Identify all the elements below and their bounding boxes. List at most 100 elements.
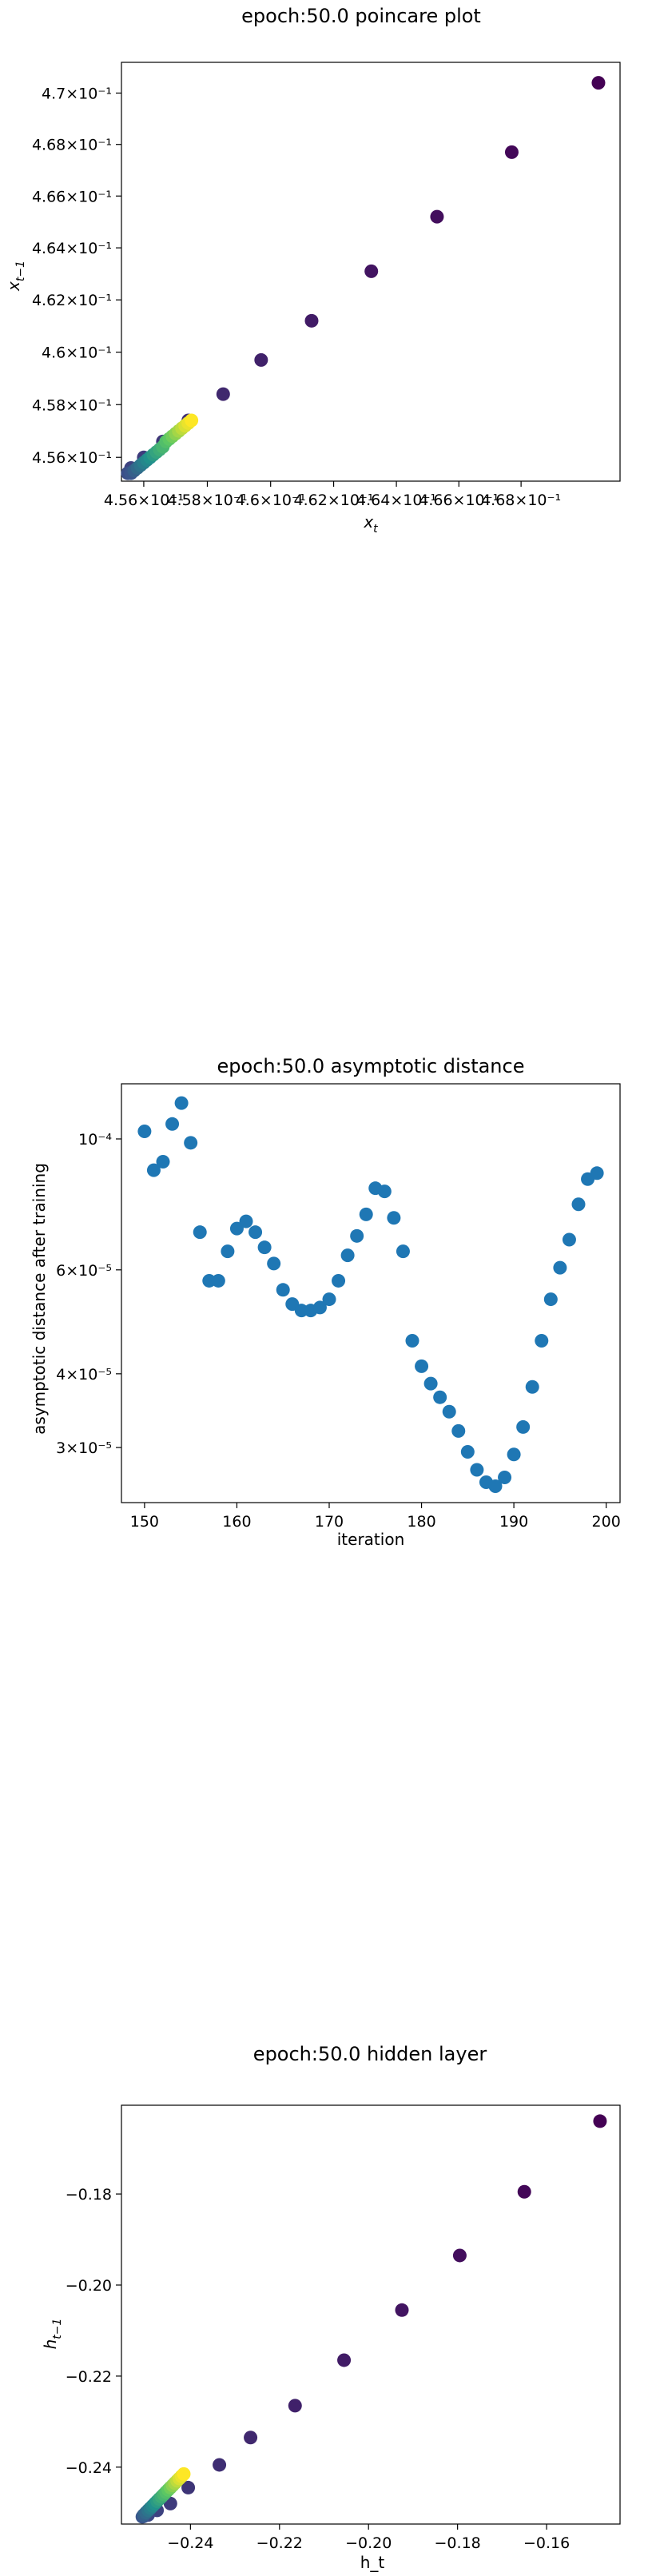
data-point [525,1380,539,1394]
data-point [460,1444,475,1459]
data-point [304,313,319,328]
data-point [312,1300,327,1315]
x-axis-label: xt [363,512,378,536]
data-point [415,1359,429,1373]
chart-title: epoch:50.0 hidden layer [253,2043,487,2065]
data-point [350,1228,364,1243]
chart-title: epoch:50.0 poincare plot [241,5,481,27]
data-point [442,1404,456,1419]
data-point [276,1283,290,1297]
data-point [590,1166,604,1181]
data-point [562,1232,576,1247]
chart-title: epoch:50.0 asymptotic distance [217,1055,525,1077]
y-tick-label: −0.18 [66,2186,112,2204]
data-point [248,1225,263,1240]
data-point [254,352,268,367]
data-point [516,1419,531,1434]
data-point [174,1096,189,1110]
y-tick-label: −0.22 [66,2368,112,2386]
hidden-layer-plot: epoch:50.0 hidden layer −0.24 −0.22 −0.20 −… [41,2043,621,2572]
data-point [185,413,199,428]
x-tick-label: 4.68×10⁻¹ [481,492,561,509]
y-tick-label: 4.58×10⁻¹ [32,396,112,414]
y-axis-label: ht−1 [41,2319,64,2350]
data-point [216,387,230,401]
data-point [387,1211,401,1225]
x-tick-label: −0.20 [345,2534,392,2552]
axes-frame [121,2104,621,2525]
data-point [507,1447,521,1462]
data-point [193,1225,207,1240]
data-point [504,145,519,159]
data-point [498,1470,512,1484]
data-point [340,1248,355,1263]
x-tick-label: −0.16 [523,2534,570,2552]
data-point [288,2399,302,2413]
x-tick-label: 150 [130,1513,159,1531]
y-tick-label: 6×10⁻⁵ [56,1262,112,1280]
data-point [423,1376,438,1391]
data-point [229,1221,244,1236]
y-tick-label: 4.6×10⁻¹ [42,344,112,362]
x-tick-label: 4.66×10⁻¹ [419,492,499,509]
data-point [181,2480,196,2494]
data-point [322,1292,336,1307]
data-point [332,1273,346,1288]
x-tick-label: 190 [499,1513,528,1531]
x-tick-label: 170 [315,1513,344,1531]
y-tick-label: −0.24 [66,2459,112,2477]
x-tick-label: 4.58×10⁻¹ [167,492,247,509]
data-point [213,2458,227,2472]
data-point [184,1136,198,1150]
data-point [405,1334,419,1348]
data-point [146,1163,161,1177]
y-tick-label: −0.20 [66,2277,112,2295]
data-point [571,1197,586,1212]
data-point [359,1207,373,1221]
data-point [470,1463,484,1477]
axes-frame [121,1083,621,1503]
data-point [543,1292,558,1307]
data-point [396,1244,410,1259]
data-point [364,264,379,278]
y-axis-label: xt−1 [4,261,27,292]
data-point [452,2248,467,2263]
data-point [156,1154,170,1169]
y-tick-label: 4.62×10⁻¹ [32,292,112,309]
x-tick-label: −0.24 [167,2534,213,2552]
x-axis-label: h_t [360,2553,385,2572]
data-point [221,1244,235,1259]
data-point [395,2303,409,2317]
y-tick-label: 4.56×10⁻¹ [32,449,112,467]
y-tick-label: 4×10⁻⁵ [56,1366,112,1384]
data-point [257,1240,272,1255]
x-tick-label: 4.62×10⁻¹ [294,492,374,509]
data-point [451,1423,466,1438]
data-point [239,1214,253,1228]
y-tick-label: 4.64×10⁻¹ [32,240,112,257]
y-tick-label: 4.7×10⁻¹ [42,85,112,102]
x-tick-label: −0.18 [435,2534,481,2552]
x-tick-label: 200 [592,1513,621,1531]
y-tick-label: 4.68×10⁻¹ [32,137,112,154]
data-point [244,2431,258,2445]
axes-frame [121,62,621,482]
y-tick-label: 4.66×10⁻¹ [32,188,112,205]
data-point [337,2353,352,2367]
data-point [430,209,444,224]
data-point [593,2114,607,2128]
x-tick-label: 160 [222,1513,251,1531]
x-axis-label: iteration [337,1530,405,1549]
data-point [267,1256,281,1271]
data-point [553,1260,567,1275]
y-axis-label: asymptotic distance after training [30,1163,49,1435]
x-tick-label: 180 [407,1513,435,1531]
data-point [177,2467,191,2481]
data-point [211,1273,225,1288]
data-point [377,1184,392,1199]
data-point [517,2184,531,2199]
data-point [433,1390,447,1404]
x-tick-label: 4.56×10⁻¹ [104,492,184,509]
y-tick-label: 3×10⁻⁵ [56,1439,112,1457]
data-point [137,1125,152,1139]
